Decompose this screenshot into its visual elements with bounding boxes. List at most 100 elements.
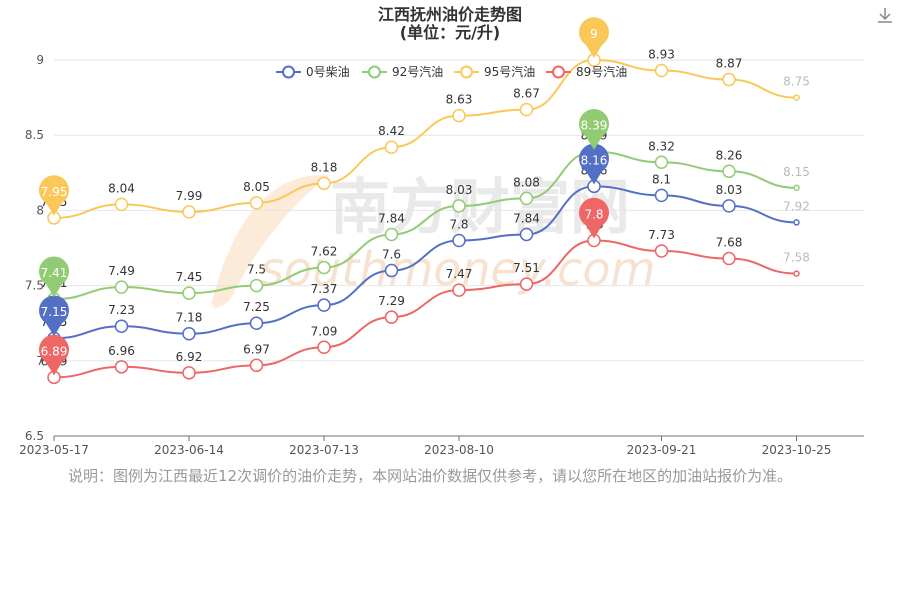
- x-tick-label: 2023-10-25: [762, 443, 832, 457]
- pin-label: 6.89: [41, 344, 68, 358]
- pin-shape: [39, 175, 70, 216]
- y-tick-label: 8.5: [25, 128, 44, 142]
- max-pin: 8.16: [579, 143, 609, 185]
- legend-item-4[interactable]: 89号汽油: [546, 64, 627, 79]
- y-tick-label: 6.5: [25, 429, 44, 443]
- data-point: [793, 94, 800, 101]
- x-tick-label: 2023-05-17: [19, 443, 89, 457]
- data-label: 7.23: [108, 303, 135, 317]
- data-label: 8.18: [311, 160, 338, 174]
- x-tick-label: 2023-07-13: [289, 443, 359, 457]
- max-pin: 9: [579, 17, 609, 58]
- legend-label: 92号汽油: [392, 64, 443, 79]
- data-point: [249, 358, 264, 373]
- data-label: 8.03: [446, 183, 473, 197]
- pin-label: 7.95: [41, 185, 68, 199]
- data-point: [722, 72, 736, 87]
- data-point: [519, 277, 534, 291]
- pin-shape: [39, 256, 70, 298]
- legend-label: 0号柴油: [306, 65, 350, 79]
- data-point: [182, 205, 196, 219]
- legend-marker: [282, 65, 295, 79]
- data-label: 8.15: [783, 165, 810, 179]
- data-point: [317, 176, 331, 191]
- data-label: 7.25: [243, 300, 270, 314]
- max-pin: 7.8: [579, 197, 609, 239]
- y-tick-label: 7.5: [25, 279, 44, 293]
- legend-item-1[interactable]: 0号柴油: [276, 65, 350, 79]
- marker-pins: 8.16 7.15 8.39 7.41 9 7.95 7.8 6.89: [39, 17, 609, 376]
- chart-subtitle: (单位：元/升): [400, 23, 500, 42]
- data-point: [384, 263, 399, 278]
- data-point: [519, 227, 534, 242]
- data-label: 8.93: [648, 48, 675, 62]
- data-label: 7.99: [176, 189, 203, 203]
- data-point: [793, 270, 800, 277]
- data-label: 7.45: [176, 270, 203, 284]
- data-point: [654, 188, 669, 203]
- data-label: 8.08: [513, 175, 540, 189]
- data-label: 8.87: [716, 57, 743, 71]
- data-point: [654, 155, 669, 170]
- data-label: 8.03: [716, 183, 743, 197]
- min-pin: 7.15: [39, 295, 70, 337]
- data-label: 8.42: [378, 124, 405, 138]
- data-label: 7.73: [648, 228, 675, 242]
- min-pin: 7.95: [39, 175, 70, 216]
- pin-label: 9: [590, 27, 598, 41]
- data-point: [654, 63, 669, 78]
- data-point: [452, 283, 466, 297]
- legend-item-2[interactable]: 92号汽油: [362, 64, 443, 79]
- data-point: [384, 227, 399, 242]
- data-label: 7.58: [783, 251, 810, 265]
- data-label: 7.84: [513, 211, 540, 225]
- data-label: 7.62: [311, 245, 338, 259]
- data-label: 7.5: [247, 263, 266, 277]
- download-icon[interactable]: [878, 8, 892, 23]
- pin-label: 8.39: [581, 119, 608, 133]
- data-point: [722, 164, 736, 179]
- footnote: 说明：图例为江西最近12次调价的油价走势，本网站油价数据仅供参考，请以您所在地区…: [68, 467, 793, 485]
- data-point: [654, 244, 669, 258]
- series-2: 7.417.497.457.57.627.848.038.088.398.328…: [41, 129, 810, 306]
- data-point: [182, 366, 196, 380]
- data-point: [722, 199, 736, 213]
- y-tick-label: 8: [36, 203, 44, 217]
- data-point: [114, 197, 129, 212]
- legend[interactable]: 0号柴油 92号汽油 95号汽油 89号汽油: [276, 64, 627, 79]
- legend-item-3[interactable]: 95号汽油: [454, 64, 535, 79]
- data-label: 8.63: [446, 93, 473, 107]
- data-label: 7.29: [378, 294, 405, 308]
- watermark-logo: [212, 174, 330, 308]
- data-label: 8.04: [108, 181, 135, 195]
- data-point: [182, 326, 196, 341]
- pin-shape: [579, 17, 609, 58]
- data-point: [722, 251, 736, 266]
- legend-marker: [368, 65, 381, 79]
- data-label: 8.1: [652, 172, 671, 186]
- legend-marker: [460, 65, 473, 79]
- data-label: 6.97: [243, 342, 270, 356]
- legend-label: 95号汽油: [484, 64, 535, 79]
- data-point: [793, 219, 800, 226]
- y-tick-label: 9: [36, 53, 44, 67]
- data-label: 7.51: [513, 261, 540, 275]
- pin-shape: [579, 197, 609, 239]
- min-pin: 6.89: [39, 334, 70, 376]
- data-point: [182, 286, 196, 300]
- data-label: 8.05: [243, 180, 270, 194]
- data-label: 7.6: [382, 248, 401, 262]
- data-label: 7.37: [311, 282, 338, 296]
- legend-label: 89号汽油: [576, 64, 627, 79]
- data-point: [452, 233, 466, 248]
- pin-label: 7.41: [41, 266, 68, 280]
- pin-shape: [579, 109, 609, 150]
- x-tick-label: 2023-06-14: [154, 443, 224, 457]
- x-tick-label: 2023-09-21: [627, 443, 697, 457]
- data-label: 7.68: [716, 236, 743, 250]
- data-point: [317, 260, 331, 275]
- data-label: 8.26: [716, 148, 743, 162]
- chart-title: 江西抚州油价走势图: [378, 5, 522, 24]
